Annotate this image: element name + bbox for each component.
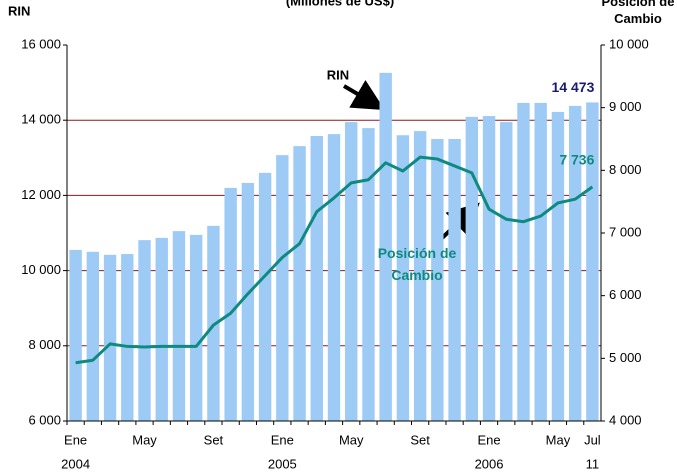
bar xyxy=(155,237,168,421)
bar xyxy=(138,240,151,421)
y2-tick-label: 5 000 xyxy=(609,350,642,365)
bar xyxy=(517,102,530,422)
bar xyxy=(293,146,306,422)
y-tick-label: 10 000 xyxy=(21,262,61,277)
bar xyxy=(568,105,582,422)
bar xyxy=(465,116,479,421)
x-tick-label: Ene xyxy=(477,432,500,447)
y2-axis-label: Posición de Cambio xyxy=(601,0,675,26)
bar xyxy=(327,134,341,421)
data-label: 7 736 xyxy=(559,152,594,168)
bar xyxy=(551,111,565,421)
bar xyxy=(69,249,82,421)
bar xyxy=(172,231,186,421)
y-tick-label: 6 000 xyxy=(28,412,61,427)
x-tick-label: Ene xyxy=(64,432,87,447)
chart-title: (Millones de US$) xyxy=(286,0,394,8)
data-label: 14 473 xyxy=(552,79,595,95)
bar xyxy=(396,135,410,422)
x-tick-label: Jul xyxy=(584,432,601,447)
bar xyxy=(586,102,599,422)
x-tick-label: Set xyxy=(410,432,430,447)
y2-tick-label: 4 000 xyxy=(609,412,642,427)
y2-tick-label: 10 000 xyxy=(609,36,649,51)
bar xyxy=(534,102,547,422)
x-tick-label: May xyxy=(546,432,571,447)
bar xyxy=(258,172,272,421)
x-tick-label: Ene xyxy=(271,432,294,447)
bar xyxy=(103,254,117,421)
y-tick-label: 16 000 xyxy=(21,36,61,51)
bar xyxy=(482,116,496,422)
bar xyxy=(121,254,134,421)
x-tick-year: 2004 xyxy=(61,456,90,471)
bar xyxy=(86,251,100,421)
y-tick-label: 14 000 xyxy=(21,112,61,127)
bar xyxy=(189,234,203,421)
annotation-arrow xyxy=(342,80,385,111)
annotation: RIN xyxy=(327,67,349,82)
y2-tick-label: 6 000 xyxy=(609,287,642,302)
bar xyxy=(224,187,237,421)
bar xyxy=(431,139,444,421)
x-tick-label: May xyxy=(339,432,364,447)
y-tick-label: 8 000 xyxy=(28,337,61,352)
y-axis-label: RIN xyxy=(8,3,30,18)
x-tick-label: May xyxy=(132,432,157,447)
x-tick-year: 11 xyxy=(586,456,600,471)
line xyxy=(75,155,594,365)
y2-tick-label: 8 000 xyxy=(609,162,642,177)
y2-tick-label: 9 000 xyxy=(609,99,642,114)
y2-tick-label: 7 000 xyxy=(609,224,642,239)
bar xyxy=(448,139,461,421)
bar xyxy=(310,135,323,421)
bar xyxy=(276,155,289,421)
bar xyxy=(413,131,427,421)
y-tick-label: 12 000 xyxy=(21,187,61,202)
bars xyxy=(69,72,599,422)
bar xyxy=(500,122,513,421)
bar xyxy=(362,128,375,421)
annotation: Posición de Cambio xyxy=(377,245,457,283)
x-tick-year: 2006 xyxy=(475,456,504,471)
x-tick-label: Set xyxy=(204,432,224,447)
bar xyxy=(345,122,358,421)
bar xyxy=(379,72,392,421)
x-tick-year: 2005 xyxy=(268,456,297,471)
bar xyxy=(241,182,255,421)
